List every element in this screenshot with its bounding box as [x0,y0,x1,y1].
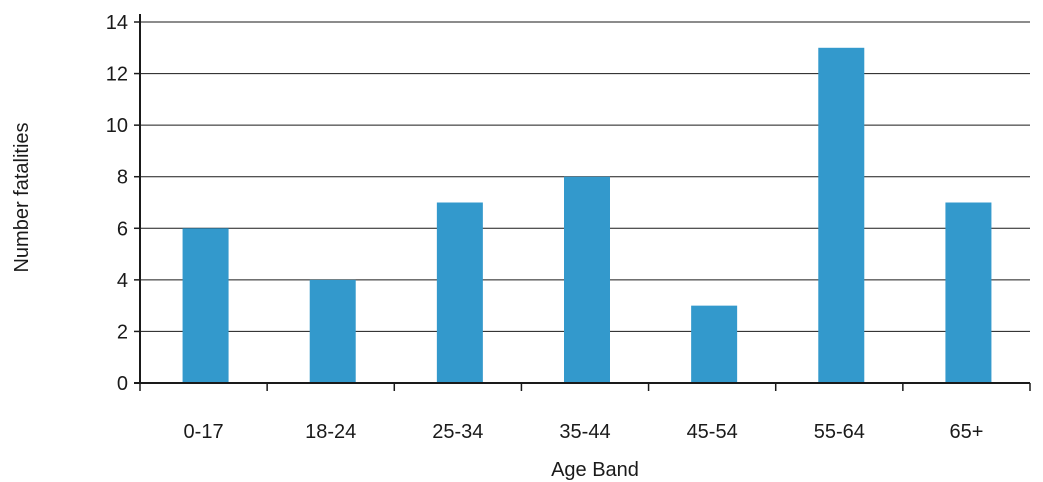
bar-55-64 [818,47,865,384]
axes [134,14,1030,384]
y-tick-label: 14 [106,12,128,34]
bar-18-24 [309,279,356,383]
y-tick-label: 10 [106,115,128,137]
bar-25-34 [436,202,483,383]
bar-0-17 [182,228,229,383]
y-tick-label: 8 [117,167,128,189]
y-tick-label: 4 [117,270,128,292]
y-axis-title: Number fatalities [11,122,33,272]
x-tick-label: 25-34 [432,421,483,443]
x-tick-label: 45-54 [687,421,738,443]
x-tick-label: 18-24 [305,421,356,443]
bar-45-54 [691,305,738,383]
bar-35-44 [564,176,610,383]
x-axis-title: Age Band [551,459,639,481]
y-tick-label: 6 [117,218,128,240]
bars [182,47,992,384]
bar-65+ [945,202,992,383]
x-tick-label: 35-44 [559,421,610,443]
x-tick-labels: 0-17 18-24 25-34 35-44 45-54 55-64 65+ [139,383,1031,443]
x-tick-label: 65+ [949,421,983,443]
x-tick-label: 0-17 [184,421,224,443]
y-tick-label: 2 [117,321,128,343]
y-tick-label: 12 [106,64,128,86]
y-tick-labels: 0 2 4 6 8 10 12 14 [106,12,128,395]
y-tick-label: 0 [117,373,128,395]
x-tick-label: 55-64 [814,421,865,443]
